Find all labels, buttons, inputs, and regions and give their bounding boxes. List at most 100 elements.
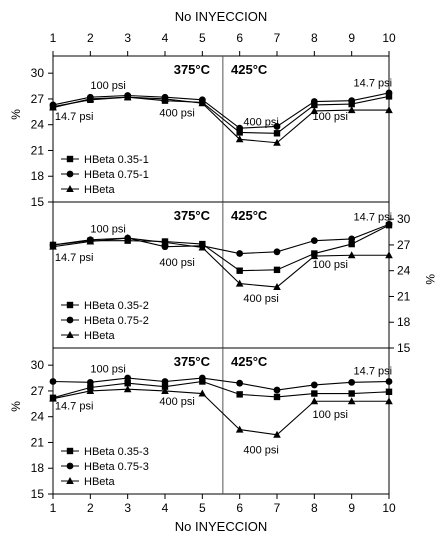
- data-point: [161, 386, 169, 394]
- legend: HBeta 0.35-3 HBeta 0.75-3 HBeta: [61, 446, 149, 488]
- data-point: [385, 220, 393, 228]
- y-tick-label: 15: [31, 195, 45, 209]
- data-point: [385, 397, 393, 405]
- bottom-x-tick-label: 3: [124, 501, 131, 515]
- y-axis-label: %: [9, 401, 23, 412]
- data-point: [385, 388, 393, 395]
- data-point: [310, 252, 319, 260]
- data-point: [49, 103, 57, 111]
- data-point: [198, 389, 207, 397]
- bottom-x-tick-label: 7: [274, 501, 281, 515]
- y-tick-label: 30: [31, 358, 45, 372]
- panel-frame: [52, 347, 390, 495]
- top-x-tick-label: 8: [311, 31, 318, 45]
- y-tick-label: 21: [397, 289, 411, 303]
- bottom-x-ticks: 1 2 3 4 5 6 7 8 9 10: [50, 494, 396, 515]
- legend-marker: [66, 185, 74, 192]
- legend-marker: [66, 316, 74, 324]
- temperature-label-left: 375°C: [174, 62, 211, 77]
- top-x-tick-label: 9: [348, 31, 355, 45]
- temperature-label-left: 375°C: [174, 354, 211, 369]
- series-3: [49, 93, 393, 146]
- panel-1: 15 18 21 24 27 30% 375°C 425°C 14.7 psi 100 psi 40…: [9, 55, 393, 209]
- data-point: [86, 378, 94, 386]
- bottom-x-tick-label: 4: [162, 501, 169, 515]
- x-axis-title-bottom: No INYECCION: [175, 519, 267, 534]
- y-tick-label: 18: [31, 461, 45, 475]
- y-tick-label: 18: [397, 315, 411, 329]
- legend-label: HBeta 0.75-3: [84, 461, 149, 473]
- data-point: [385, 93, 393, 100]
- series-line: [52, 92, 390, 129]
- data-point: [161, 94, 169, 102]
- y-tick-label: 18: [31, 169, 45, 183]
- data-point: [385, 251, 393, 259]
- data-point: [236, 250, 244, 257]
- data-point: [198, 243, 207, 251]
- data-point: [273, 123, 281, 130]
- pressure-annotation: 400 psi: [243, 116, 278, 128]
- legend: HBeta 0.35-1 HBeta 0.75-1 HBeta: [61, 154, 149, 196]
- data-point: [310, 98, 318, 105]
- y-tick-label: 21: [31, 143, 45, 157]
- pressure-annotation: 14.7 psi: [354, 78, 393, 90]
- data-point: [86, 94, 95, 102]
- top-x-tick-label: 7: [274, 31, 281, 45]
- data-point: [236, 129, 243, 136]
- legend-marker: [66, 301, 74, 309]
- series-line: [52, 388, 389, 436]
- pressure-annotation: 400 psi: [159, 108, 194, 120]
- data-point: [49, 242, 57, 250]
- data-point: [310, 397, 319, 405]
- data-point: [236, 124, 244, 132]
- x-axis-title-top: No INYECCION: [175, 9, 267, 24]
- data-point: [273, 283, 281, 291]
- data-point: [348, 100, 355, 108]
- pressure-annotation: 14.7 psi: [354, 365, 393, 377]
- legend-label: HBeta: [84, 184, 115, 196]
- series-2: [49, 374, 393, 394]
- series-line: [52, 224, 390, 272]
- data-point: [123, 234, 132, 242]
- series-3: [49, 385, 393, 438]
- legend-marker: [66, 447, 74, 455]
- data-point: [161, 378, 169, 385]
- data-point: [310, 381, 318, 389]
- y-tick-label: 27: [31, 384, 45, 398]
- data-point: [124, 380, 131, 387]
- legend-label: HBeta: [84, 476, 115, 488]
- data-point: [348, 97, 356, 105]
- legend-marker: [66, 331, 74, 338]
- data-point: [311, 101, 318, 109]
- temperature-label-right: 425°C: [231, 354, 268, 369]
- series-line: [52, 223, 390, 255]
- pressure-annotation: 400 psi: [243, 293, 278, 305]
- pressure-annotation: 100 psi: [312, 111, 347, 123]
- series-line: [52, 96, 389, 144]
- top-x-tick-label: 6: [236, 31, 243, 45]
- y-tick-label: 15: [31, 487, 45, 501]
- top-x-tick-label: 4: [162, 31, 169, 45]
- data-point: [273, 138, 281, 146]
- data-point: [348, 240, 355, 248]
- series-3: [49, 234, 393, 291]
- pressure-annotation: 400 psi: [159, 257, 194, 269]
- data-point: [49, 378, 57, 385]
- data-point: [86, 386, 95, 394]
- series-line: [52, 237, 389, 288]
- data-point: [273, 266, 281, 274]
- data-point: [198, 374, 206, 382]
- data-point: [123, 385, 132, 393]
- data-point: [161, 238, 169, 246]
- data-point: [235, 425, 244, 433]
- series-line: [52, 377, 390, 391]
- legend: HBeta 0.35-2 HBeta 0.75-2 HBeta: [61, 300, 149, 342]
- y-tick-label: 30: [31, 66, 45, 80]
- legend-label: HBeta 0.75-2: [84, 315, 149, 327]
- y-axis-label: %: [423, 274, 437, 285]
- data-point: [310, 237, 318, 245]
- top-x-tick-label: 2: [87, 31, 94, 45]
- data-point: [236, 267, 243, 274]
- pressure-annotation: 100 psi: [312, 409, 347, 421]
